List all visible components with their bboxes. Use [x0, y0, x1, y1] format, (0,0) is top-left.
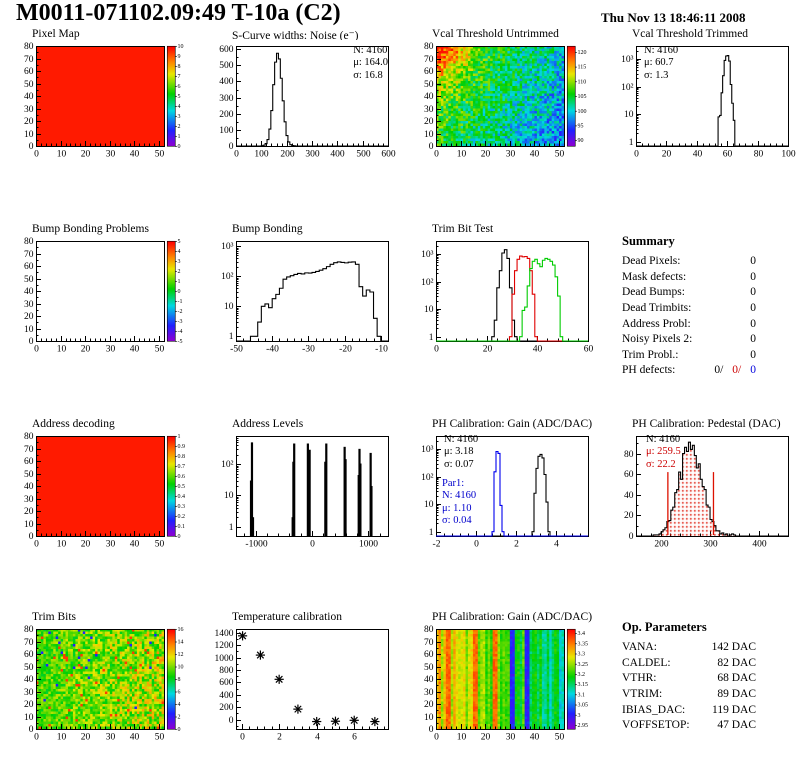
chart-title: Address decoding: [32, 418, 115, 430]
op-parameter-row: VANA: 142 DAC: [622, 641, 756, 653]
vcal-untrimmed-heatmap: [406, 40, 596, 162]
stats-box-par1: Par1: N: 4160 μ: 1.10 σ: 0.04: [442, 478, 477, 527]
summary-row-ph-defects: PH defects: 0/0/0: [622, 364, 756, 377]
chart-title: Address Levels: [232, 418, 304, 430]
page-title: M0011-071102.09:49 T-10a (C2): [16, 0, 341, 26]
panel-trim-bit-test: Trim Bit Test: [406, 223, 596, 361]
panel-scurve-noise: S-Curve widths: Noise (e⁻) N: 4160 μ: 164…: [206, 28, 396, 166]
ph-defects-value-red: 0/: [732, 364, 742, 377]
ph-defects-value-blue: 0: [750, 364, 756, 377]
panel-address-levels: Address Levels: [206, 418, 396, 556]
stats-box: N: 4160 μ: 259.5 σ: 22.2: [646, 434, 681, 470]
op-parameter-row: VTHR: 68 DAC: [622, 672, 756, 685]
chart-title: PH Calibration: Pedestal (DAC): [632, 418, 781, 430]
panel-ph-gain-hist: PH Calibration: Gain (ADC/DAC) N: 4160 μ:…: [406, 418, 596, 556]
panel-vcal-trimmed: Vcal Threshold Trimmed N: 4160 μ: 60.7 σ: …: [606, 28, 796, 166]
chart-title: Vcal Threshold Trimmed: [632, 28, 749, 40]
summary-row: Dead Bumps: 0: [622, 286, 756, 299]
panel-op-parameters: Op. Parameters VANA: 142 DAC CALDEL: 82 DA…: [622, 620, 756, 734]
summary-row: Trim Probl.: 0: [622, 348, 756, 361]
summary-row: Noisy Pixels 2: 0: [622, 333, 756, 346]
ph-defects-value-black: 0/: [714, 364, 724, 377]
address-decoding-heatmap: [6, 430, 196, 552]
stats-box: N: 4160 μ: 164.0 σ: 16.8: [353, 45, 388, 81]
chart-title: PH Calibration: Gain (ADC/DAC): [432, 611, 593, 623]
summary-row: Mask defects: 0: [622, 270, 756, 283]
op-parameters-title: Op. Parameters: [622, 620, 707, 634]
bump-bonding-histogram: [206, 235, 396, 357]
stats-box: N: 4160 μ: 60.7 σ: 1.3: [644, 45, 679, 81]
scurve-noise-histogram: [206, 40, 396, 162]
op-parameter-row: CALDEL: 82 DAC: [622, 656, 756, 669]
op-parameter-row: VOFFSETOP: 47 DAC: [622, 719, 756, 732]
trim-bit-test-histogram: [406, 235, 596, 357]
panel-ph-pedestal: PH Calibration: Pedestal (DAC) N: 4160 μ:…: [606, 418, 796, 556]
chart-title: Temperature calibration: [232, 611, 342, 623]
chart-title: Bump Bonding: [232, 223, 303, 235]
panel-summary: Summary Dead Pixels: 0 Mask defects: 0 Dea…: [622, 234, 756, 379]
chart-title: S-Curve widths: Noise (e⁻): [232, 30, 359, 42]
pixel-map-heatmap: [6, 40, 196, 162]
chart-title: Vcal Threshold Untrimmed: [432, 28, 559, 40]
chart-title: Bump Bonding Problems: [32, 223, 149, 235]
chart-title: PH Calibration: Gain (ADC/DAC): [432, 418, 593, 430]
summary-row: Address Probl: 0: [622, 317, 756, 330]
chart-title: Trim Bits: [32, 611, 77, 623]
ph-pedestal-histogram: [606, 430, 796, 552]
vcal-trimmed-histogram: [606, 40, 796, 162]
panel-vcal-untrimmed: Vcal Threshold Untrimmed: [406, 28, 596, 166]
panel-ph-gain-map: PH Calibration: Gain (ADC/DAC): [406, 611, 596, 749]
ph-gain-histogram: [406, 430, 596, 552]
summary-row: Dead Trimbits: 0: [622, 301, 756, 314]
chart-title: Pixel Map: [32, 28, 80, 40]
panel-temperature-calibration: Temperature calibration: [206, 611, 396, 749]
bump-bonding-problems-heatmap: [6, 235, 196, 357]
trim-bits-heatmap: [6, 623, 196, 745]
address-levels-histogram: [206, 430, 396, 552]
panel-pixel-map: Pixel Map: [6, 28, 196, 166]
panel-address-decoding: Address decoding: [6, 418, 196, 556]
panel-bump-bonding: Bump Bonding: [206, 223, 396, 361]
ph-gain-heatmap: [406, 623, 596, 745]
op-parameter-row: VTRIM: 89 DAC: [622, 687, 756, 700]
chart-title: Trim Bit Test: [432, 223, 494, 235]
stats-box: N: 4160 μ: 3.18 σ: 0.07: [444, 434, 479, 470]
op-parameter-row: IBIAS_DAC: 119 DAC: [622, 703, 756, 716]
panel-bump-bonding-problems: Bump Bonding Problems: [6, 223, 196, 361]
summary-row: Dead Pixels: 0: [622, 255, 756, 267]
summary-title: Summary: [622, 234, 675, 248]
panel-trim-bits: Trim Bits: [6, 611, 196, 749]
timestamp: Thu Nov 13 18:46:11 2008: [601, 10, 746, 25]
temperature-calibration-scatter: [206, 623, 396, 745]
